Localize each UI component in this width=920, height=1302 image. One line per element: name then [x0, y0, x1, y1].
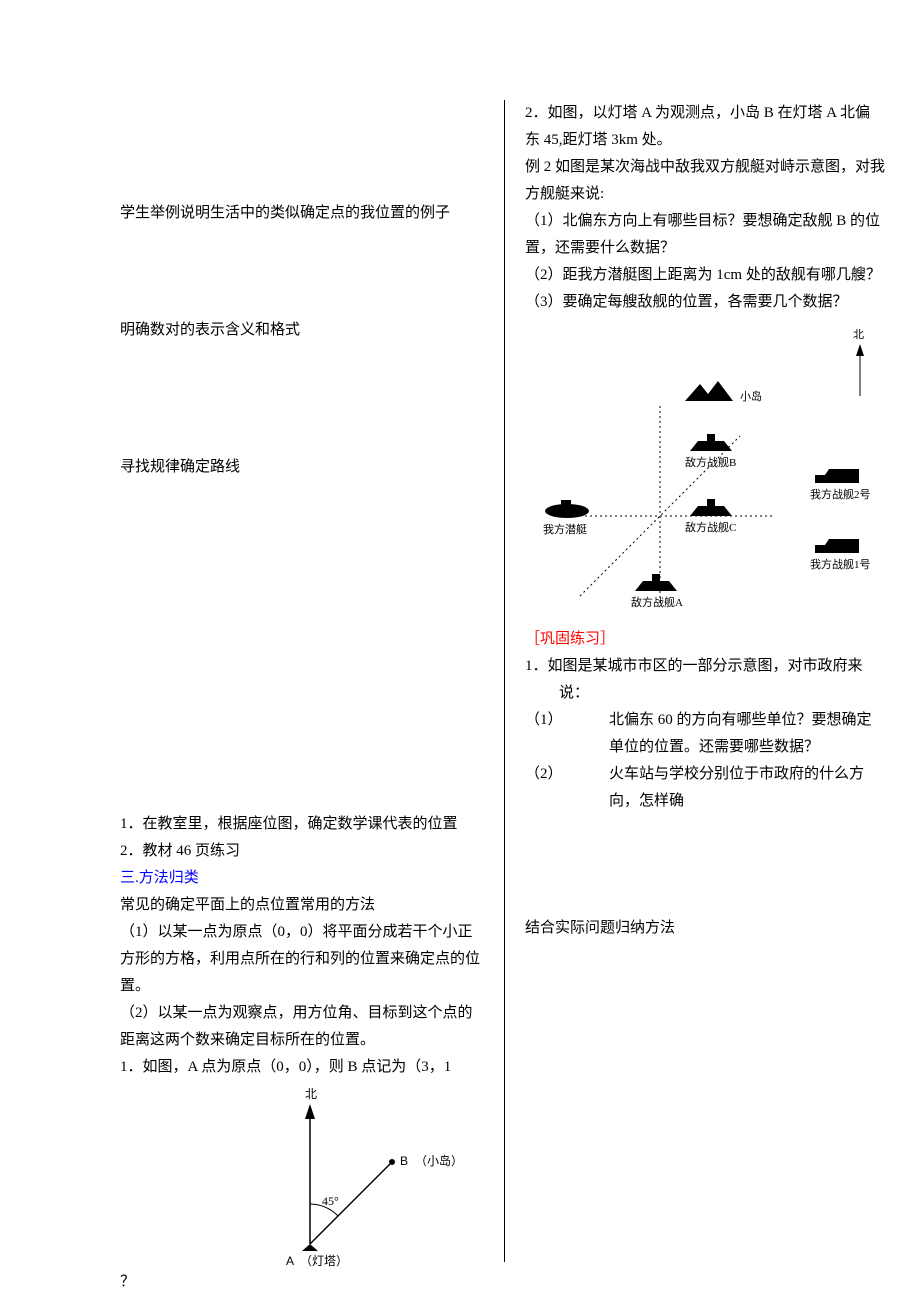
lighthouse-diagram: 北 45° B （小岛） A （灯塔）: [160, 1089, 460, 1269]
intro-p2: 明确数对的表示含义和格式: [120, 317, 484, 344]
enemy-a-label: 敌方战舰A: [631, 594, 683, 614]
practice-q1: 北偏东 60 的方向有哪些单位？要想确定单位的位置。还需要哪些数据？: [609, 707, 885, 761]
intro-p3: 寻找规律确定路线: [120, 454, 484, 481]
practice-title: ［巩固练习］: [525, 626, 885, 653]
enemy-c-label: 敌方战舰C: [685, 519, 736, 539]
point-a: A: [286, 1251, 294, 1273]
question-1: 1．在教室里，根据座位图，确定数学课代表的位置: [120, 811, 484, 838]
practice-q1-row: （1） 北偏东 60 的方向有哪些单位？要想确定单位的位置。还需要哪些数据？: [525, 707, 885, 761]
ex2-q2: （2）距我方潜艇图上距离为 1cm 处的敌舰有哪几艘？: [525, 262, 885, 289]
method-intro: 常见的确定平面上的点位置常用的方法: [120, 892, 484, 919]
ex2-intro1: 2．如图，以灯塔 A 为观测点，小岛 B 在灯塔 A 北偏东 45,距灯塔 3k…: [525, 100, 885, 154]
right-column: 2．如图，以灯塔 A 为观测点，小岛 B 在灯塔 A 北偏东 45,距灯塔 3k…: [505, 100, 885, 1262]
ex2-q3: （3）要确定每艘敌舰的位置，各需要几个数据？: [525, 289, 885, 316]
island-label: 小岛: [740, 388, 762, 408]
example-1: 1．如图，A 点为原点（0，0），则 B 点记为（3，1: [120, 1054, 484, 1081]
practice-intro: 1．如图是某城市市区的一部分示意图，对市政府来说：: [525, 653, 885, 707]
north-label: 北: [305, 1084, 317, 1106]
ex2-q1: （1）北偏东方向上有哪些目标？要想确定敌舰 B 的位置，还需要什么数据？: [525, 208, 885, 262]
north-label-2: 北: [853, 326, 864, 346]
our-sub-label: 我方潜艇: [543, 521, 587, 541]
angle-label: 45°: [322, 1191, 339, 1213]
intro-p1: 学生举例说明生活中的类似确定点的我位置的例子: [120, 200, 484, 227]
ex2-intro2: 例 2 如图是某次海战中敌我双方舰艇对峙示意图，对我方舰艇来说:: [525, 154, 885, 208]
question-mark: ？: [120, 1269, 484, 1296]
conclusion: 结合实际问题归纳方法: [525, 915, 885, 942]
point-b-label: （小岛）: [415, 1151, 460, 1173]
naval-diagram: 北 小岛 敌方战舰B 敌方战舰C 敌方战舰A 我方潜艇 我方战舰2号 我方战舰1…: [525, 326, 885, 626]
practice-q1-num: （1）: [525, 707, 609, 761]
naval-svg: [525, 326, 885, 626]
method-2: （2）以某一点为观察点，用方位角、目标到这个点的距离这两个数来确定目标所在的位置…: [120, 1000, 484, 1054]
method-1: （1）以某一点为原点（0，0）将平面分成若干个小正方形的方格，利用点所在的行和列…: [120, 919, 484, 1000]
enemy-b-label: 敌方战舰B: [685, 454, 736, 474]
practice-q2-num: （2）: [525, 761, 609, 815]
point-a-label: （灯塔）: [300, 1251, 348, 1273]
page: 学生举例说明生活中的类似确定点的我位置的例子 明确数对的表示含义和格式 寻找规律…: [0, 0, 920, 1302]
section3-title: 三.方法归类: [120, 865, 484, 892]
point-b: B: [400, 1151, 408, 1173]
lighthouse-svg: [160, 1089, 460, 1269]
practice-q2-row: （2） 火车站与学校分别位于市政府的什么方向，怎样确: [525, 761, 885, 815]
practice-q2: 火车站与学校分别位于市政府的什么方向，怎样确: [609, 761, 885, 815]
our-2-label: 我方战舰2号: [810, 486, 871, 506]
left-column: 学生举例说明生活中的类似确定点的我位置的例子 明确数对的表示含义和格式 寻找规律…: [120, 100, 505, 1262]
question-2: 2．教材 46 页练习: [120, 838, 484, 865]
our-1-label: 我方战舰1号: [810, 556, 871, 576]
